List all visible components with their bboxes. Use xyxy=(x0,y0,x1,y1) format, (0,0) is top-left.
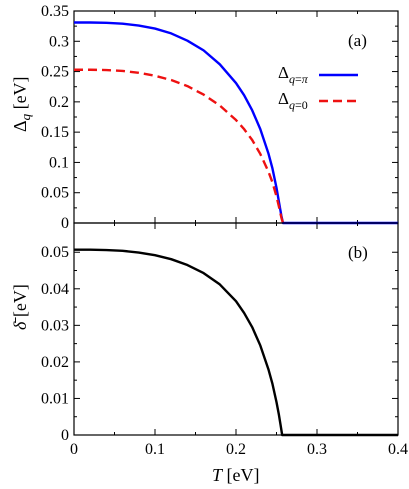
panel-b-ytick-label: 0 xyxy=(61,427,69,444)
panel-b-xtick-label: 0.4 xyxy=(388,441,408,458)
panel-a-ticks: 0 0.05 0.1 0.15 0.2 0.25 0.3 0.35 xyxy=(41,3,399,232)
panel-a-ytick-label: 0.1 xyxy=(49,154,69,171)
panel-b-ytick-label: 0.05 xyxy=(41,244,69,261)
panel-a-ytick-label: 0.2 xyxy=(49,94,69,111)
panel-a-ytick-label: 0.05 xyxy=(41,185,69,202)
legend-label-q-pi: Δq=π xyxy=(278,63,309,86)
panel-a-series-1-line xyxy=(74,68,285,224)
panel-b-ylabel: δ̄ [eV] xyxy=(10,284,30,330)
panel-b-xtick-label: 0.1 xyxy=(145,441,165,458)
panel-b: 0 0.1 0.2 0.3 0.4 0 0.01 0.02 0.03 0.04 0.05 (b) δ… xyxy=(10,222,408,485)
panel-a: 0 0.05 0.1 0.15 0.2 0.25 0.3 0.35 (a) Δq=π Δq=0… xyxy=(10,3,399,232)
panel-a-ytick-label: 0.15 xyxy=(41,124,69,141)
panel-a-ylabel: Δq [eV] xyxy=(10,76,33,132)
legend: Δq=π Δq=0 xyxy=(278,63,358,112)
panel-a-ytick-label: 0.3 xyxy=(49,33,69,50)
panel-a-ytick-label: 0.25 xyxy=(41,64,69,81)
panel-a-tag: (a) xyxy=(348,31,367,50)
panel-b-xtick-label: 0.3 xyxy=(307,441,327,458)
panel-a-series-0-line xyxy=(74,21,398,225)
panel-b-ytick-label: 0.02 xyxy=(41,354,69,371)
panel-b-ytick-label: 0.01 xyxy=(41,390,69,407)
panel-b-curves xyxy=(74,248,398,437)
panel-a-ytick-label: 0 xyxy=(61,215,69,232)
panel-b-xtick-label: 0.2 xyxy=(226,441,246,458)
panel-b-ytick-label: 0.03 xyxy=(41,317,69,334)
panel-a-ytick-label: 0.35 xyxy=(41,3,69,20)
panel-b-xlabel: T [eV] xyxy=(212,465,260,485)
panel-b-ytick-label: 0.04 xyxy=(41,281,69,298)
legend-label-q-0: Δq=0 xyxy=(278,89,308,112)
panel-b-series-0-line xyxy=(74,248,398,437)
panel-b-xtick-label: 0 xyxy=(70,441,78,458)
panel-b-tag: (b) xyxy=(348,243,368,262)
panel-b-ticks: 0 0.1 0.2 0.3 0.4 0 0.01 0.02 0.03 0.04 0.05 xyxy=(41,223,408,458)
panel-a-curves xyxy=(74,21,398,225)
